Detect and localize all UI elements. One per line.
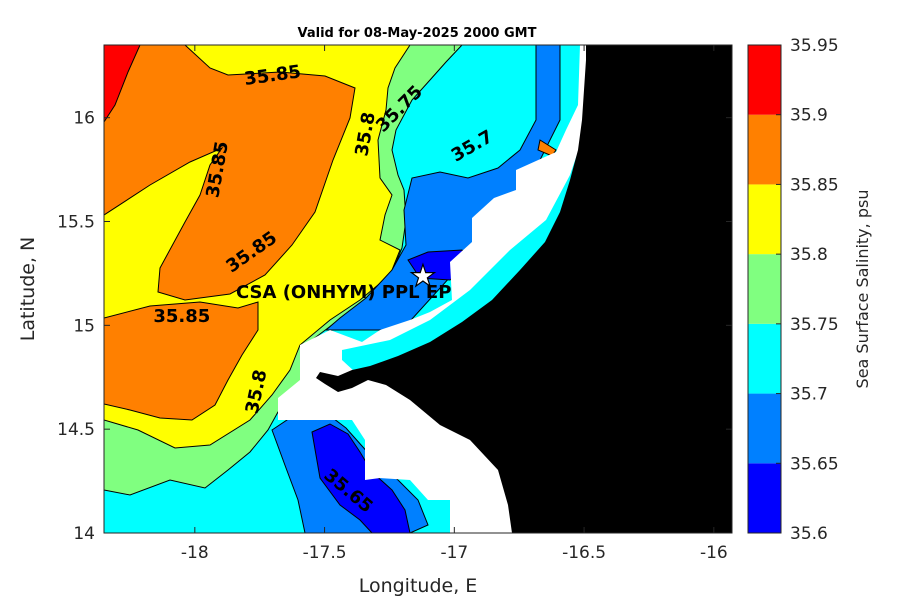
colorbar-tick-label: 35.65 [790,454,839,474]
site-label: CSA (ONHYM) PPL EP [236,282,451,303]
colorbar-tick-label: 35.95 [790,36,839,56]
plot-frame [103,44,733,534]
x-tick-label: -17.5 [303,543,347,563]
colorbar-segments [748,45,781,533]
colorbar-segment [748,254,781,324]
colorbar-tick-label: 35.7 [790,385,828,405]
y-tick-label: 15.5 [57,213,95,233]
colorbar-segment [748,323,781,394]
y-tick-label: 14 [73,524,95,544]
land-mass [316,45,732,533]
colorbar-segment [748,114,781,185]
colorbar-labels: 35.6 35.65 35.7 35.75 35.8 35.85 35.9 35.95 [776,36,839,544]
colorbar-segment [748,393,781,464]
colorbar-segment [748,184,781,255]
x-axis-label: Longitude, E [359,575,478,597]
nodata-coastal-mask [278,45,588,533]
y-axis-label: Latitude, N [17,237,39,342]
colorbar-frame [747,44,782,534]
colorbar-label: Sea Surface Salinity, psu [853,190,872,389]
x-tick-label: -18 [181,543,209,563]
colorbar: 35.6 35.65 35.7 35.75 35.8 35.85 35.9 35.95 Sea… [747,36,872,544]
colorbar-segment [748,463,781,533]
y-tick-label: 15 [73,316,95,336]
colorbar-tick-label: 35.85 [790,175,839,195]
colorbar-tick-label: 35.8 [790,245,828,265]
salinity-band-35.85-35.90-north [104,45,356,301]
site-star-icon: ★ [410,260,437,293]
y-tick-label: 14.5 [57,420,95,440]
x-axis-ticks: -18 -17.5 -17 -16.5 -16 [181,45,728,563]
colorbar-tick-label: 35.9 [790,106,828,126]
salinity-band-35.85-35.90-south [104,301,259,421]
x-tick-label: -16 [700,543,728,563]
x-tick-label: -17 [440,543,468,563]
colorbar-segment [748,45,781,115]
y-axis-ticks: 14 14.5 15 15.5 16 [57,109,732,544]
map-title: Valid for 08-May-2025 2000 GMT [298,26,537,41]
y-tick-label: 16 [73,109,95,129]
salinity-band-35.90-35.95 [104,45,141,123]
colorbar-tick-label: 35.75 [790,315,839,335]
colorbar-tick-label: 35.6 [790,524,828,544]
x-tick-label: -16.5 [562,543,606,563]
map-plot-area: ★ CSA (ONHYM) PPL EP 35.8535.8535.8535.8… [103,44,733,534]
salinity-band-35.60-35.65-south [311,423,411,533]
contour-label: 35.85 [153,306,210,327]
